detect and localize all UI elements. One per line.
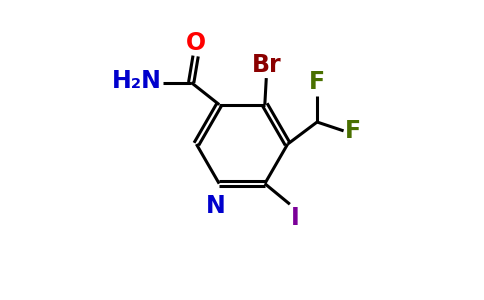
Text: F: F [309,70,325,94]
Text: H₂N: H₂N [112,69,162,93]
Text: O: O [185,31,206,55]
Text: N: N [206,194,226,218]
Text: F: F [345,119,361,143]
Text: I: I [291,206,300,230]
Text: Br: Br [252,52,281,76]
